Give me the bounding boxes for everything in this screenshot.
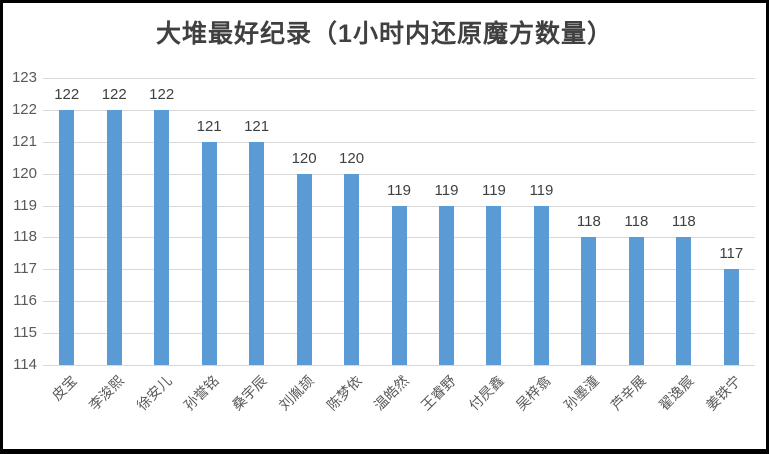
bar bbox=[201, 141, 217, 365]
gridline bbox=[43, 173, 755, 175]
bar-value-label: 119 bbox=[481, 181, 506, 199]
x-axis-label: 陈梦依 bbox=[323, 372, 365, 414]
bar bbox=[391, 205, 407, 365]
bar bbox=[581, 237, 597, 365]
bar-value-label: 120 bbox=[291, 149, 317, 167]
bar bbox=[628, 237, 644, 365]
bar bbox=[296, 173, 312, 365]
bar-column: 120 bbox=[328, 78, 375, 365]
x-axis-label: 温皓然 bbox=[370, 372, 412, 414]
bar-value-label: 119 bbox=[434, 181, 459, 199]
bar bbox=[106, 109, 122, 365]
bar bbox=[438, 205, 454, 365]
x-axis-label: 徐安儿 bbox=[133, 372, 175, 414]
gridline bbox=[43, 365, 755, 366]
bar-column: 120 bbox=[280, 78, 327, 365]
bar-value-label: 118 bbox=[671, 213, 696, 231]
bar-column: 122 bbox=[43, 78, 90, 365]
x-axis-label: 孙墨潼 bbox=[560, 372, 602, 414]
y-axis-tick-label: 122 bbox=[11, 101, 37, 119]
x-axis-label: 刘胤颉 bbox=[275, 372, 317, 414]
y-axis-tick-label: 121 bbox=[11, 132, 37, 150]
y-axis: 123 122 121 120 119 118 117 116 115 114 bbox=[3, 69, 37, 373]
plot-area: 122 122 122 121 121 120 120 119 119 119 119 118 118 1… bbox=[43, 78, 755, 366]
bar-column: 122 bbox=[90, 78, 137, 365]
x-axis-label: 姜铁宁 bbox=[702, 372, 745, 414]
bar bbox=[486, 205, 502, 365]
gridline bbox=[43, 109, 755, 111]
x-axis-label: 吴梓翕 bbox=[513, 372, 555, 414]
bar-column: 118 bbox=[565, 78, 612, 365]
bar-value-label: 117 bbox=[719, 245, 744, 263]
bar-column: 119 bbox=[470, 78, 517, 365]
bar bbox=[59, 109, 75, 365]
y-axis-tick-label: 119 bbox=[13, 196, 37, 214]
x-axis-label: 付昃鑫 bbox=[465, 372, 507, 414]
bar bbox=[676, 237, 692, 365]
bar-column: 117 bbox=[708, 78, 755, 365]
x-axis-label: 翟逸宸 bbox=[655, 372, 697, 414]
bar-value-label: 121 bbox=[196, 117, 222, 135]
bar-column: 121 bbox=[233, 78, 280, 365]
bar bbox=[723, 269, 739, 365]
bar bbox=[533, 205, 549, 365]
y-axis-tick-label: 120 bbox=[11, 164, 37, 182]
bar-series: 122 122 122 121 121 120 120 119 119 119 119 118 118 1… bbox=[43, 78, 755, 365]
bar-value-label: 119 bbox=[529, 181, 554, 199]
gridline bbox=[43, 78, 755, 79]
bar-column: 122 bbox=[138, 78, 185, 365]
bar-value-label: 121 bbox=[244, 117, 270, 135]
bar-value-label: 122 bbox=[149, 85, 175, 103]
bar-column: 118 bbox=[660, 78, 707, 365]
gridline bbox=[43, 141, 755, 143]
y-axis-tick-label: 123 bbox=[11, 69, 37, 87]
bar-column: 119 bbox=[423, 78, 470, 365]
bar-column: 121 bbox=[185, 78, 232, 365]
y-axis-tick-label: 115 bbox=[13, 324, 37, 342]
x-axis-label: 王睿野 bbox=[418, 372, 460, 414]
x-axis-label: 孙誉铭 bbox=[180, 372, 222, 414]
y-axis-tick-label: 118 bbox=[13, 228, 37, 246]
x-axis-label: 皮宝 bbox=[48, 372, 80, 404]
bar bbox=[344, 173, 360, 365]
bar bbox=[154, 109, 170, 365]
bar-value-label: 120 bbox=[339, 149, 365, 167]
x-axis-label: 李浚熙 bbox=[85, 372, 127, 414]
bar-value-label: 118 bbox=[576, 213, 601, 231]
bar-value-label: 122 bbox=[54, 85, 80, 103]
chart-title: 大堆最好纪录（1小时内还原魔方数量） bbox=[156, 20, 613, 48]
bar-column: 118 bbox=[613, 78, 660, 365]
bar-value-label: 119 bbox=[387, 181, 411, 199]
bar-value-label: 122 bbox=[101, 85, 127, 103]
bar-value-label: 118 bbox=[624, 213, 649, 231]
x-axis-label: 桑宇辰 bbox=[228, 372, 270, 414]
y-axis-tick-label: 117 bbox=[13, 260, 37, 278]
bar bbox=[249, 141, 265, 365]
x-axis: 皮宝 李浚熙 徐安儿 孙誉铭 桑宇辰 刘胤颉 陈梦依 温皓然 王睿野 付昃鑫 吴梓翕 孙墨潼 芦辛展 翟逸… bbox=[43, 371, 755, 449]
y-axis-tick-label: 116 bbox=[13, 292, 37, 310]
x-axis-label: 芦辛展 bbox=[608, 372, 650, 414]
y-axis-tick-label: 114 bbox=[13, 356, 37, 374]
bar-column: 119 bbox=[518, 78, 565, 365]
bar-column: 119 bbox=[375, 78, 422, 365]
